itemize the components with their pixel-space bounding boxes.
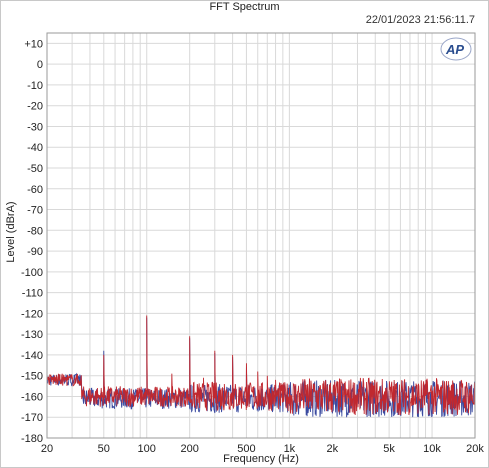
y-tick-label: -180 [21, 433, 43, 445]
y-tick-label: -130 [21, 329, 43, 341]
y-tick-label: -120 [21, 308, 43, 320]
y-tick-label: 0 [37, 59, 43, 71]
traces [46, 315, 476, 418]
y-tick-label: -150 [21, 371, 43, 383]
x-tick-label: 10k [423, 443, 441, 455]
y-tick-label: -170 [21, 412, 43, 424]
y-tick-label: -140 [21, 350, 43, 362]
y-tick-label: -90 [27, 246, 43, 258]
y-tick-label: -40 [27, 142, 43, 154]
grid [46, 33, 476, 439]
x-tick-label: 2k [327, 443, 339, 455]
x-tick-label: 20k [466, 443, 484, 455]
y-axis-ticks: +10 0 -10 -20 -30 -40 -50 -60 -70 -80 -90 -100 -110 -… [21, 38, 43, 445]
y-axis-title: Level (dBrA) [5, 201, 17, 262]
y-tick-label: -160 [21, 391, 43, 403]
x-tick-label: 1k [284, 443, 296, 455]
x-tick-label: 100 [138, 443, 156, 455]
ap-logo-text: AP [445, 42, 464, 57]
y-tick-label: -10 [27, 80, 43, 92]
x-tick-label: 5k [383, 443, 395, 455]
y-tick-label: -110 [22, 288, 43, 300]
x-tick-label: 20 [41, 443, 53, 455]
y-tick-label: -20 [27, 101, 43, 113]
y-tick-label: -50 [27, 163, 43, 175]
timestamp: 22/01/2023 21:56:11.7 [365, 14, 475, 26]
x-tick-label: 500 [237, 443, 255, 455]
x-axis-title: Frequency (Hz) [223, 453, 299, 465]
y-tick-label: -60 [27, 184, 43, 196]
ap-logo: AP [440, 37, 472, 61]
x-axis-ticks: 20 50 100 200 500 1k 2k 5k 10k 20k [41, 443, 484, 455]
series-trace [46, 315, 476, 416]
y-tick-label: -80 [27, 225, 43, 237]
y-tick-label: -70 [27, 205, 43, 217]
plot-border [46, 32, 476, 439]
chart-title: FFT Spectrum [209, 1, 280, 13]
y-tick-label: -30 [27, 121, 43, 133]
x-tick-label: 200 [180, 443, 198, 455]
y-tick-label: +10 [24, 38, 43, 50]
y-tick-label: -100 [21, 267, 43, 279]
x-tick-label: 50 [98, 443, 110, 455]
